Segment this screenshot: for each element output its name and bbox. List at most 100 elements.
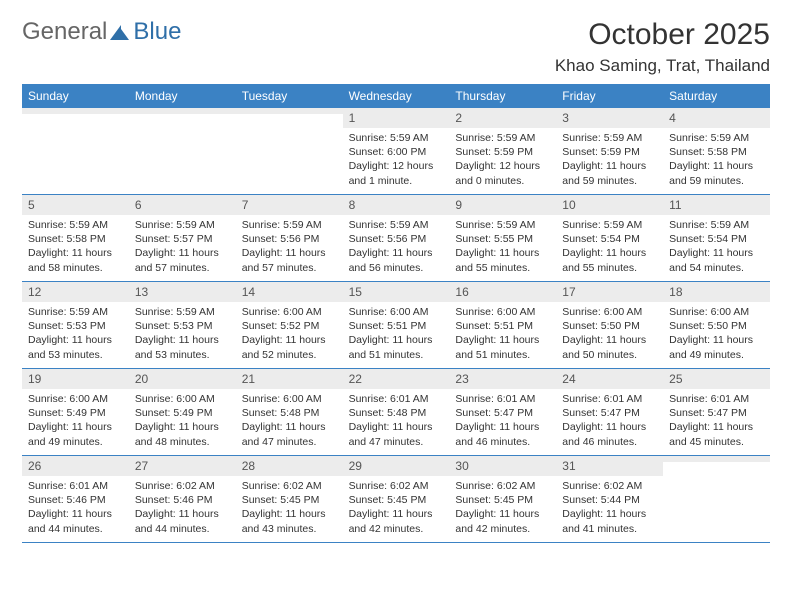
sunset-text: Sunset: 5:50 PM xyxy=(669,319,764,333)
day-number: 9 xyxy=(449,195,556,215)
daylight-text: Daylight: 11 hours and 57 minutes. xyxy=(135,246,230,274)
title-block: October 2025 Khao Saming, Trat, Thailand xyxy=(555,18,770,76)
sunrise-text: Sunrise: 6:01 AM xyxy=(28,479,123,493)
day-number: 25 xyxy=(663,369,770,389)
day-number: 12 xyxy=(22,282,129,302)
daylight-text: Daylight: 11 hours and 43 minutes. xyxy=(242,507,337,535)
calendar-cell: 20Sunrise: 6:00 AMSunset: 5:49 PMDayligh… xyxy=(129,369,236,455)
daylight-text: Daylight: 11 hours and 58 minutes. xyxy=(28,246,123,274)
logo-text-blue: Blue xyxy=(133,18,181,46)
sunrise-text: Sunrise: 5:59 AM xyxy=(28,218,123,232)
sunset-text: Sunset: 5:45 PM xyxy=(455,493,550,507)
sunset-text: Sunset: 5:48 PM xyxy=(242,406,337,420)
daylight-text: Daylight: 11 hours and 51 minutes. xyxy=(349,333,444,361)
day-body: Sunrise: 5:59 AMSunset: 5:53 PMDaylight:… xyxy=(22,302,129,368)
calendar-cell: 30Sunrise: 6:02 AMSunset: 5:45 PMDayligh… xyxy=(449,456,556,542)
day-body: Sunrise: 5:59 AMSunset: 5:57 PMDaylight:… xyxy=(129,215,236,281)
day-number: 11 xyxy=(663,195,770,215)
header: General Blue October 2025 Khao Saming, T… xyxy=(22,18,770,76)
calendar-cell: 12Sunrise: 5:59 AMSunset: 5:53 PMDayligh… xyxy=(22,282,129,368)
sunrise-text: Sunrise: 5:59 AM xyxy=(562,218,657,232)
sunset-text: Sunset: 5:51 PM xyxy=(349,319,444,333)
day-header-thursday: Thursday xyxy=(449,84,556,108)
calendar-cell: 8Sunrise: 5:59 AMSunset: 5:56 PMDaylight… xyxy=(343,195,450,281)
calendar-cell: 23Sunrise: 6:01 AMSunset: 5:47 PMDayligh… xyxy=(449,369,556,455)
calendar-week: 12Sunrise: 5:59 AMSunset: 5:53 PMDayligh… xyxy=(22,282,770,369)
day-header-monday: Monday xyxy=(129,84,236,108)
logo-triangle-icon xyxy=(109,22,131,42)
daylight-text: Daylight: 11 hours and 54 minutes. xyxy=(669,246,764,274)
day-number: 28 xyxy=(236,456,343,476)
sunrise-text: Sunrise: 5:59 AM xyxy=(349,218,444,232)
daylight-text: Daylight: 11 hours and 52 minutes. xyxy=(242,333,337,361)
daylight-text: Daylight: 12 hours and 1 minute. xyxy=(349,159,444,187)
day-header-tuesday: Tuesday xyxy=(236,84,343,108)
calendar-cell: 4Sunrise: 5:59 AMSunset: 5:58 PMDaylight… xyxy=(663,108,770,194)
sunrise-text: Sunrise: 6:00 AM xyxy=(135,392,230,406)
day-body: Sunrise: 6:00 AMSunset: 5:49 PMDaylight:… xyxy=(129,389,236,455)
sunrise-text: Sunrise: 6:00 AM xyxy=(242,305,337,319)
day-body: Sunrise: 6:00 AMSunset: 5:48 PMDaylight:… xyxy=(236,389,343,455)
sunrise-text: Sunrise: 5:59 AM xyxy=(135,218,230,232)
daylight-text: Daylight: 11 hours and 57 minutes. xyxy=(242,246,337,274)
day-number: 17 xyxy=(556,282,663,302)
sunrise-text: Sunrise: 5:59 AM xyxy=(669,218,764,232)
day-number: 26 xyxy=(22,456,129,476)
sunset-text: Sunset: 6:00 PM xyxy=(349,145,444,159)
day-body: Sunrise: 5:59 AMSunset: 5:59 PMDaylight:… xyxy=(449,128,556,194)
day-body: Sunrise: 6:01 AMSunset: 5:47 PMDaylight:… xyxy=(663,389,770,455)
calendar-cell: 22Sunrise: 6:01 AMSunset: 5:48 PMDayligh… xyxy=(343,369,450,455)
day-body: Sunrise: 6:00 AMSunset: 5:52 PMDaylight:… xyxy=(236,302,343,368)
daylight-text: Daylight: 11 hours and 47 minutes. xyxy=(349,420,444,448)
sunset-text: Sunset: 5:58 PM xyxy=(28,232,123,246)
sunset-text: Sunset: 5:49 PM xyxy=(28,406,123,420)
day-body: Sunrise: 6:01 AMSunset: 5:47 PMDaylight:… xyxy=(556,389,663,455)
calendar-cell: 29Sunrise: 6:02 AMSunset: 5:45 PMDayligh… xyxy=(343,456,450,542)
sunrise-text: Sunrise: 5:59 AM xyxy=(135,305,230,319)
calendar-cell: 1Sunrise: 5:59 AMSunset: 6:00 PMDaylight… xyxy=(343,108,450,194)
day-body xyxy=(236,114,343,174)
day-body: Sunrise: 6:00 AMSunset: 5:49 PMDaylight:… xyxy=(22,389,129,455)
sunset-text: Sunset: 5:45 PM xyxy=(242,493,337,507)
sunset-text: Sunset: 5:47 PM xyxy=(562,406,657,420)
day-body: Sunrise: 6:00 AMSunset: 5:51 PMDaylight:… xyxy=(449,302,556,368)
sunrise-text: Sunrise: 5:59 AM xyxy=(562,131,657,145)
sunset-text: Sunset: 5:54 PM xyxy=(562,232,657,246)
sunrise-text: Sunrise: 6:00 AM xyxy=(455,305,550,319)
sunset-text: Sunset: 5:45 PM xyxy=(349,493,444,507)
sunset-text: Sunset: 5:55 PM xyxy=(455,232,550,246)
daylight-text: Daylight: 11 hours and 49 minutes. xyxy=(28,420,123,448)
calendar-cell: 21Sunrise: 6:00 AMSunset: 5:48 PMDayligh… xyxy=(236,369,343,455)
sunset-text: Sunset: 5:53 PM xyxy=(135,319,230,333)
day-body: Sunrise: 6:01 AMSunset: 5:48 PMDaylight:… xyxy=(343,389,450,455)
day-number: 31 xyxy=(556,456,663,476)
calendar-cell: 3Sunrise: 5:59 AMSunset: 5:59 PMDaylight… xyxy=(556,108,663,194)
calendar-week: 5Sunrise: 5:59 AMSunset: 5:58 PMDaylight… xyxy=(22,195,770,282)
day-number: 14 xyxy=(236,282,343,302)
sunrise-text: Sunrise: 5:59 AM xyxy=(669,131,764,145)
calendar-cell: 10Sunrise: 5:59 AMSunset: 5:54 PMDayligh… xyxy=(556,195,663,281)
day-body xyxy=(663,462,770,522)
day-body: Sunrise: 6:02 AMSunset: 5:45 PMDaylight:… xyxy=(343,476,450,542)
sunset-text: Sunset: 5:54 PM xyxy=(669,232,764,246)
day-body: Sunrise: 5:59 AMSunset: 5:54 PMDaylight:… xyxy=(556,215,663,281)
calendar-cell: 19Sunrise: 6:00 AMSunset: 5:49 PMDayligh… xyxy=(22,369,129,455)
sunset-text: Sunset: 5:51 PM xyxy=(455,319,550,333)
sunset-text: Sunset: 5:52 PM xyxy=(242,319,337,333)
sunrise-text: Sunrise: 6:00 AM xyxy=(349,305,444,319)
sunrise-text: Sunrise: 6:01 AM xyxy=(349,392,444,406)
logo-text-general: General xyxy=(22,18,107,46)
sunrise-text: Sunrise: 6:01 AM xyxy=(669,392,764,406)
daylight-text: Daylight: 11 hours and 53 minutes. xyxy=(135,333,230,361)
daylight-text: Daylight: 11 hours and 55 minutes. xyxy=(562,246,657,274)
daylight-text: Daylight: 11 hours and 44 minutes. xyxy=(28,507,123,535)
day-body: Sunrise: 6:01 AMSunset: 5:47 PMDaylight:… xyxy=(449,389,556,455)
day-number: 15 xyxy=(343,282,450,302)
day-number: 21 xyxy=(236,369,343,389)
calendar-cell xyxy=(22,108,129,194)
day-header-wednesday: Wednesday xyxy=(343,84,450,108)
daylight-text: Daylight: 11 hours and 59 minutes. xyxy=(669,159,764,187)
daylight-text: Daylight: 11 hours and 50 minutes. xyxy=(562,333,657,361)
calendar-cell: 13Sunrise: 5:59 AMSunset: 5:53 PMDayligh… xyxy=(129,282,236,368)
day-body: Sunrise: 5:59 AMSunset: 5:59 PMDaylight:… xyxy=(556,128,663,194)
